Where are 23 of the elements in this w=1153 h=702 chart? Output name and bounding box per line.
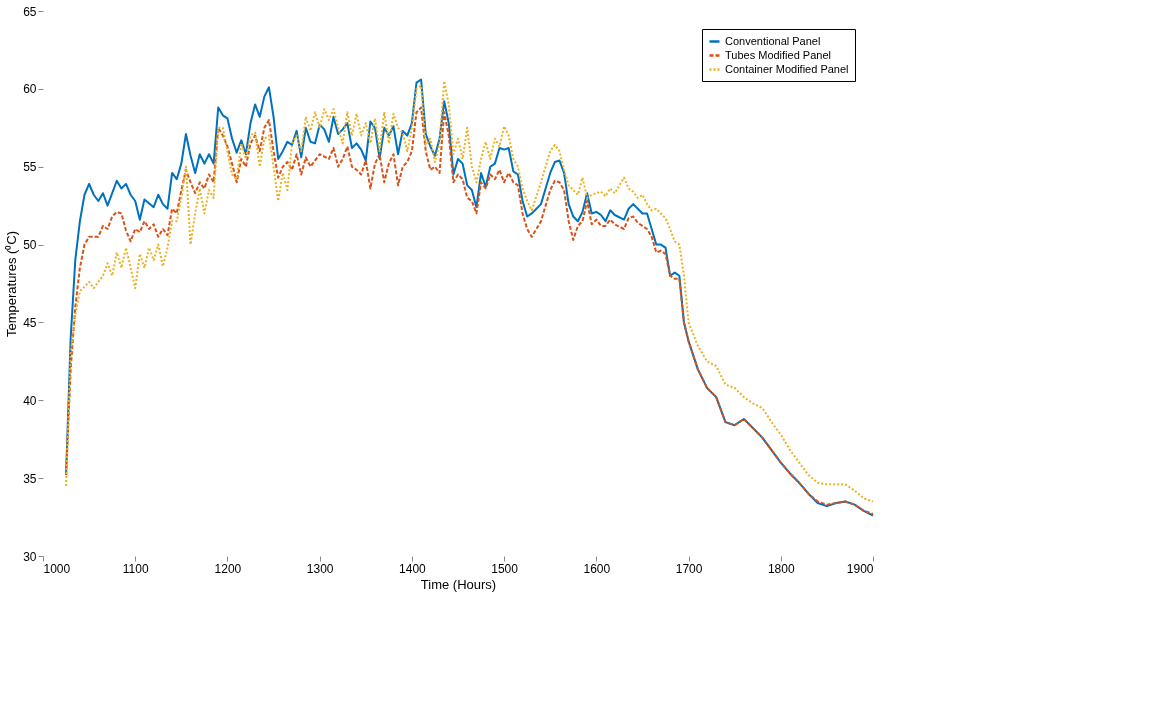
y-axis-title: Temperatures (⁰C) [4, 230, 20, 338]
x-tick-label: 1400 [399, 561, 427, 576]
x-axis-title: Time (Hours) [420, 576, 497, 592]
x-tick-label: 1100 [122, 561, 149, 576]
y-tick-label: 50 [23, 238, 37, 253]
x-tick-label: 1000 [43, 561, 71, 576]
x-tick-label: 1700 [675, 561, 703, 576]
y-tick-label: 45 [23, 315, 37, 330]
legend-label: Conventional Panel [725, 34, 821, 47]
x-tick-label: 1500 [491, 561, 519, 576]
y-tick-label: 55 [23, 160, 37, 175]
y-tick-label: 40 [23, 393, 37, 408]
x-tick-label: 1900 [846, 561, 874, 576]
x-tick-label: 1600 [583, 561, 611, 576]
y-tick-label: 65 [23, 4, 37, 19]
x-tick-label: 1800 [767, 561, 795, 576]
y-tick-label: 35 [23, 471, 37, 486]
legend-label: Container Modified Panel [725, 62, 849, 75]
x-tick-label: 1300 [306, 561, 334, 576]
y-tick-label: 30 [23, 549, 37, 564]
x-tick-label: 1200 [214, 561, 242, 576]
y-tick-label: 60 [23, 82, 37, 97]
legend-label: Tubes Modified Panel [725, 48, 831, 61]
